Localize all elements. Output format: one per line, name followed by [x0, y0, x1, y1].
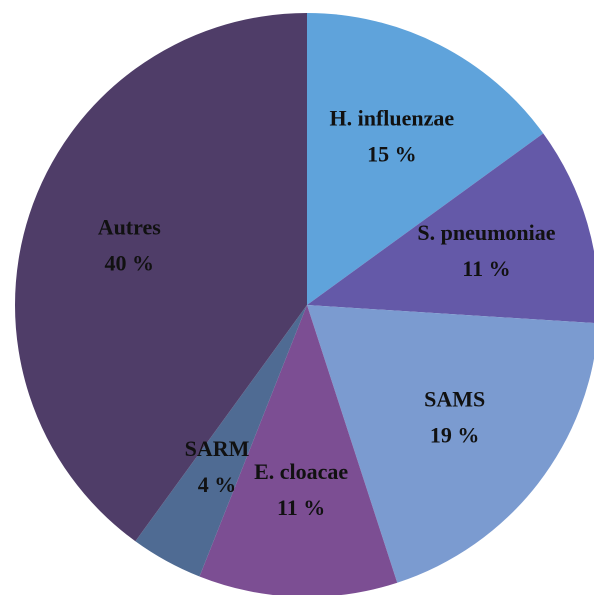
- pie-slice: [307, 13, 544, 305]
- slice-label: SARM: [185, 436, 250, 461]
- slice-value: 4 %: [198, 472, 237, 497]
- pie-slice: [135, 305, 307, 577]
- slice-value: 11 %: [462, 256, 510, 281]
- slice-label: S. pneumoniae: [417, 220, 555, 245]
- slice-label: SAMS: [424, 387, 485, 412]
- slice-label: H. influenzae: [330, 106, 455, 131]
- slice-label: E. cloacae: [254, 459, 348, 484]
- slice-value: 19 %: [430, 423, 480, 448]
- pie-slice: [307, 133, 594, 324]
- pie-slice: [199, 305, 398, 595]
- slice-label: Autres: [98, 214, 162, 239]
- slice-value: 15 %: [367, 142, 417, 167]
- pie-slice: [307, 305, 594, 583]
- slice-value: 40 %: [105, 250, 155, 275]
- slice-value: 11 %: [277, 495, 325, 520]
- pie-slice: [14, 13, 307, 542]
